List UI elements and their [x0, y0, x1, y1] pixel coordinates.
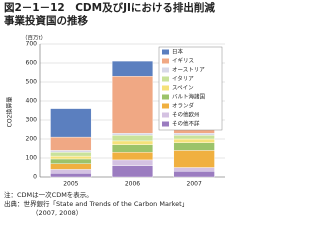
- legend-swatch: [162, 121, 169, 127]
- bar-segment: [173, 167, 215, 172]
- legend-label: 日本: [172, 48, 184, 56]
- y-tick-label: 400: [26, 98, 38, 105]
- legend-swatch: [162, 94, 169, 100]
- legend-label: その他欧州: [172, 111, 200, 119]
- legend-swatch: [162, 58, 169, 64]
- legend-label: オランダ: [172, 102, 195, 110]
- bar-segment: [111, 140, 154, 145]
- x-tick-label: 2007: [187, 181, 202, 188]
- y-tick-label: 300: [26, 117, 38, 124]
- note: （2007, 2008）: [32, 209, 82, 217]
- legend-label: スペイン: [172, 85, 194, 92]
- legend-label: その他不詳: [172, 120, 200, 128]
- bar-segment: [111, 76, 154, 134]
- y-tick-label: 600: [26, 60, 38, 67]
- bar-segment: [173, 142, 215, 151]
- chart-title: 図2－1－12 CDM及びJIにおける排出削減事業投資国の推移: [4, 2, 215, 27]
- page: 図2－1－12 CDM及びJIにおける排出削減事業投資国の推移 （百万t） CO…: [4, 2, 225, 217]
- y-unit: （百万t）: [22, 35, 46, 42]
- y-tick-label: 500: [26, 79, 38, 86]
- bar-segment: [173, 134, 215, 140]
- x-tick-label: 2005: [63, 181, 78, 188]
- bar-segment: [173, 138, 215, 143]
- legend-swatch: [162, 49, 169, 55]
- legend-swatch: [162, 67, 169, 73]
- bar-segment: [111, 152, 154, 161]
- y-tick-label: 200: [26, 136, 38, 143]
- bar-segment: [50, 169, 92, 174]
- bar-segment: [50, 172, 92, 178]
- bar-segment: [173, 150, 215, 168]
- bar-segment: [111, 144, 154, 153]
- bar-segment: [50, 152, 92, 157]
- note: 出典：世界銀行「State and Trends of the Carbon M…: [4, 199, 188, 208]
- y-tick-label: 0: [33, 174, 37, 181]
- legend-box: [158, 46, 223, 131]
- legend-swatch: [162, 112, 169, 118]
- legend-swatch: [162, 103, 169, 109]
- chart: （百万t） CO2換算量 0 100 200 300 400 500 600 700 2005 2…: [4, 35, 225, 217]
- bar-segment: [111, 159, 154, 166]
- legend-label: イタリア: [172, 75, 194, 83]
- legend-label: オーストリア: [172, 67, 205, 74]
- legend-swatch: [162, 76, 169, 82]
- bar-segment: [50, 108, 92, 138]
- x-tick-label: 2006: [125, 181, 140, 188]
- bar-segment: [111, 134, 154, 142]
- bar-segment: [111, 133, 154, 136]
- legend-label: バルト海諸国: [172, 93, 206, 101]
- y-tick-label: 100: [26, 155, 38, 162]
- bar-segment: [50, 136, 92, 151]
- bar-segment: [173, 133, 215, 136]
- note: 注：CDMは一次CDMを表示。: [4, 190, 93, 199]
- legend-swatch: [162, 85, 169, 91]
- y-tick-label: 700: [26, 41, 38, 48]
- bar-segment: [50, 150, 92, 153]
- bar-segment: [173, 171, 215, 178]
- bar-segment: [111, 60, 154, 77]
- bar-segment: [50, 163, 92, 170]
- bar-segment: [50, 158, 92, 164]
- legend-label: イギリス: [172, 58, 194, 65]
- bar-segment: [50, 155, 92, 160]
- y-axis-label: CO2換算量: [6, 97, 14, 128]
- bar-segment: [111, 165, 154, 178]
